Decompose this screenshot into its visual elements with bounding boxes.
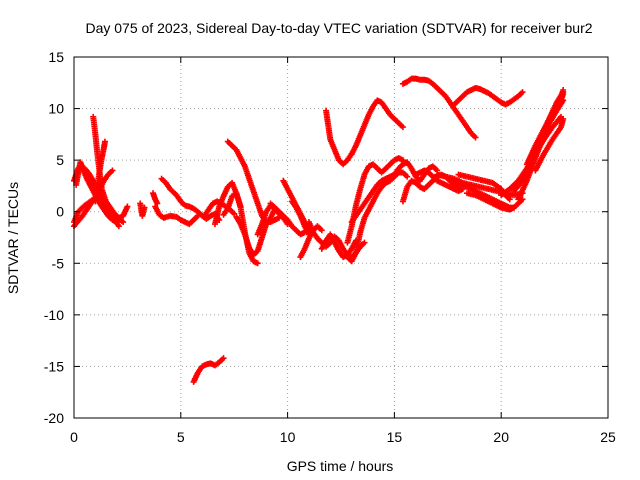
data-point xyxy=(472,134,479,141)
series-arc-3 xyxy=(73,159,120,226)
series-arc-15 xyxy=(233,206,278,259)
x-tick-label: 15 xyxy=(387,429,403,445)
series-arc-41 xyxy=(523,91,567,168)
x-tick-label: 0 xyxy=(70,429,78,445)
data-point xyxy=(361,239,368,246)
y-tick-label: -10 xyxy=(44,307,64,323)
series-arc-24 xyxy=(348,97,406,157)
series-arc-32 xyxy=(451,84,526,108)
series-arc-43 xyxy=(190,355,227,385)
series-arc-19 xyxy=(288,198,312,238)
data-point xyxy=(109,167,116,174)
data-point xyxy=(101,138,108,145)
data-series xyxy=(71,75,567,385)
data-point xyxy=(115,223,122,230)
series-arc-10 xyxy=(152,203,201,228)
series-arc-25 xyxy=(344,169,411,265)
series-arc-6 xyxy=(92,138,108,205)
plot-frame xyxy=(73,56,609,419)
x-tick-label: 5 xyxy=(177,429,185,445)
series-arc-42 xyxy=(532,115,567,174)
x-tick-label: 10 xyxy=(280,429,296,445)
series-arc-23 xyxy=(323,107,355,168)
y-tick-label: -20 xyxy=(44,410,64,426)
y-tick-label: 15 xyxy=(48,49,64,65)
data-point xyxy=(560,91,567,98)
series-arc-34 xyxy=(446,175,518,211)
data-point xyxy=(231,210,238,217)
series-arc-30 xyxy=(412,167,466,195)
y-tick-label: -5 xyxy=(52,255,65,271)
data-point xyxy=(194,212,201,219)
axes: 0 5 10 15 20 25 -20 -15 -10 -5 0 5 10 15 xyxy=(44,49,616,445)
series-arc-5 xyxy=(90,113,131,221)
series-arc-35 xyxy=(464,190,526,213)
chart-title: Day 075 of 2023, Sidereal Day-to-day VTE… xyxy=(85,20,592,36)
series-arc-40 xyxy=(519,97,567,182)
y-tick-label: 10 xyxy=(48,101,64,117)
data-point xyxy=(154,200,161,207)
data-point xyxy=(506,196,513,203)
y-tick-label: 0 xyxy=(56,204,64,220)
y-tick-label: 5 xyxy=(56,152,64,168)
grid xyxy=(74,57,608,418)
series-arc-7 xyxy=(137,200,148,219)
data-point xyxy=(560,115,567,122)
y-tick-label: -15 xyxy=(44,358,64,374)
series-arc-17 xyxy=(267,200,308,238)
x-axis-label: GPS time / hours xyxy=(287,458,394,474)
x-tick-label: 25 xyxy=(600,429,616,445)
data-point xyxy=(254,260,261,267)
series-arc-8 xyxy=(150,190,161,207)
x-tick-label: 20 xyxy=(493,429,509,445)
data-point xyxy=(399,124,406,131)
data-point xyxy=(318,227,325,234)
data-point xyxy=(404,173,411,180)
data-point xyxy=(519,89,526,96)
data-point xyxy=(120,219,127,226)
y-axis-label: SDTVAR / TECUs xyxy=(5,182,21,294)
data-point xyxy=(124,203,131,210)
data-point xyxy=(141,204,148,211)
series-arc-31 xyxy=(399,75,479,141)
data-point xyxy=(220,355,227,362)
data-point xyxy=(113,219,120,226)
